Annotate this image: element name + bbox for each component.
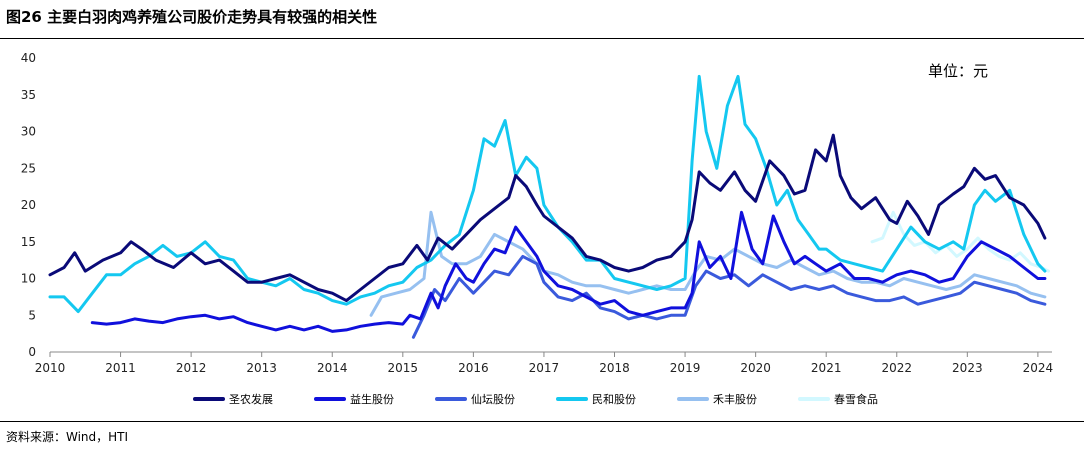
x-tick-label: 2012 xyxy=(176,361,207,375)
legend: 圣农发展 益生股份 仙坛股份 民和股份 禾丰股份 春雪食品 xyxy=(193,392,878,406)
line-chart: 0 5 10 15 20 25 30 35 40 2010 2011 2012 2013 2014 2015… xyxy=(21,51,1053,406)
series-lines xyxy=(48,74,1050,339)
series-line-3 xyxy=(411,254,1047,339)
x-tick-label: 2021 xyxy=(811,361,842,375)
legend-label: 民和股份 xyxy=(592,393,636,406)
top-rule xyxy=(0,38,1084,39)
source-note: 资料来源：Wind，HTI xyxy=(6,430,129,444)
unit-note: 单位：元 xyxy=(928,62,989,80)
x-tick-label: 2018 xyxy=(599,361,630,375)
legend-label: 圣农发展 xyxy=(229,392,273,406)
x-tick-label: 2014 xyxy=(317,361,348,375)
y-tick-label: 15 xyxy=(21,235,36,249)
bottom-rule xyxy=(0,421,1084,422)
x-tick-label: 2015 xyxy=(388,361,419,375)
y-tick-label: 40 xyxy=(21,51,36,65)
series-line-6 xyxy=(870,210,1050,273)
y-tick-label: 25 xyxy=(21,161,36,175)
x-tick-label: 2022 xyxy=(881,361,912,375)
x-tick-label: 2013 xyxy=(246,361,277,375)
axes: 0 5 10 15 20 25 30 35 40 2010 2011 2012 2013 2014 2015… xyxy=(21,51,1053,375)
x-tick-label: 2016 xyxy=(458,361,489,375)
legend-label: 禾丰股份 xyxy=(713,393,757,406)
y-tick-label: 5 xyxy=(28,308,36,322)
x-tick-label: 2017 xyxy=(529,361,560,375)
y-tick-label: 0 xyxy=(28,345,36,359)
series-line-4 xyxy=(48,74,1047,314)
x-tick-label: 2023 xyxy=(952,361,983,375)
legend-label: 仙坛股份 xyxy=(471,393,515,406)
y-tick-label: 30 xyxy=(21,125,36,139)
x-tick-label: 2024 xyxy=(1023,361,1054,375)
series-line-2 xyxy=(90,210,1047,333)
x-tick-label: 2010 xyxy=(35,361,66,375)
series-line-1 xyxy=(48,133,1047,303)
y-tick-label: 20 xyxy=(21,198,36,212)
legend-label: 春雪食品 xyxy=(834,392,878,406)
x-tick-label: 2020 xyxy=(740,361,771,375)
figure-title: 图26 主要白羽肉鸡养殖公司股价走势具有较强的相关性 xyxy=(6,8,378,26)
legend-label: 益生股份 xyxy=(350,392,394,406)
x-tick-label: 2011 xyxy=(105,361,136,375)
y-tick-label: 10 xyxy=(21,272,36,286)
x-tick-label: 2019 xyxy=(670,361,701,375)
y-tick-label: 35 xyxy=(21,88,36,102)
